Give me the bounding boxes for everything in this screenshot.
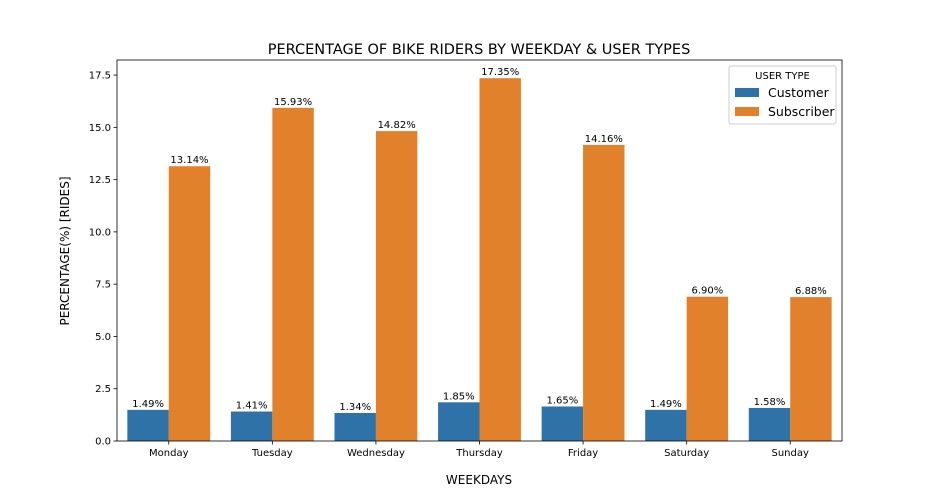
y-tick-label-1: 2.5 bbox=[95, 384, 111, 395]
legend-swatch-subscriber bbox=[735, 107, 759, 116]
x-tick-label-saturday: Saturday bbox=[664, 448, 709, 459]
y-tick-label-5: 12.5 bbox=[89, 175, 111, 186]
data-label-subscriber-monday: 13.14% bbox=[170, 155, 208, 166]
data-label-customer-monday: 1.49% bbox=[132, 399, 164, 410]
y-tick-label-6: 15.0 bbox=[89, 123, 111, 134]
y-tick-label-3: 7.5 bbox=[95, 280, 111, 291]
data-label-subscriber-sunday: 6.88% bbox=[795, 286, 827, 297]
data-label-customer-tuesday: 1.41% bbox=[236, 401, 268, 412]
axes-layer: Monday Tuesday Wednesday Thursday Friday Satu… bbox=[89, 59, 843, 459]
bar-subscriber-saturday bbox=[686, 296, 729, 441]
plot-frame bbox=[116, 59, 843, 442]
data-label-customer-wednesday: 1.34% bbox=[339, 402, 371, 413]
legend: USER TYPE Customer Subscriber bbox=[728, 65, 837, 125]
y-tick-label-4: 10.0 bbox=[89, 227, 111, 238]
y-tick-label-0: 0.0 bbox=[95, 437, 111, 448]
data-label-subscriber-saturday: 6.90% bbox=[691, 286, 723, 297]
data-label-subscriber-thursday: 17.35% bbox=[481, 67, 519, 78]
data-labels-layer: 1.49% 13.14% 1.41% 15.93% 1.34% 14.82% 1.85% 17… bbox=[132, 67, 827, 413]
bar-subscriber-thursday bbox=[479, 78, 521, 441]
y-tick-label-2: 5.0 bbox=[95, 332, 111, 343]
bar-customer-wednesday bbox=[334, 412, 376, 441]
x-tick-label-monday: Monday bbox=[149, 448, 189, 459]
bar-customer-sunday bbox=[748, 407, 791, 441]
y-axis-title: PERCENTAGE(%) [RIDES] bbox=[58, 176, 72, 325]
bar-subscriber-sunday bbox=[790, 297, 832, 441]
bar-customer-tuesday bbox=[230, 411, 273, 441]
x-tick-label-sunday: Sunday bbox=[771, 448, 808, 459]
bar-customer-monday bbox=[127, 409, 169, 441]
legend-title: USER TYPE bbox=[755, 71, 810, 82]
legend-label-customer: Customer bbox=[768, 85, 830, 100]
bar-subscriber-tuesday bbox=[272, 107, 314, 441]
x-tick-label-tuesday: Tuesday bbox=[251, 448, 293, 459]
x-tick-label-wednesday: Wednesday bbox=[347, 448, 405, 459]
data-label-subscriber-tuesday: 15.93% bbox=[274, 97, 312, 108]
bar-subscriber-wednesday bbox=[375, 131, 418, 441]
data-label-customer-sunday: 1.58% bbox=[754, 397, 786, 408]
bar-customer-friday bbox=[541, 406, 584, 441]
x-tick-label-thursday: Thursday bbox=[455, 448, 503, 459]
legend-swatch-customer bbox=[735, 88, 759, 97]
bar-subscriber-monday bbox=[168, 166, 211, 442]
bar-customer-saturday bbox=[645, 409, 687, 441]
bar-customer-thursday bbox=[438, 402, 480, 441]
data-label-customer-friday: 1.65% bbox=[546, 396, 578, 407]
data-label-subscriber-wednesday: 14.82% bbox=[378, 120, 416, 131]
legend-label-subscriber: Subscriber bbox=[768, 104, 835, 119]
data-label-customer-saturday: 1.49% bbox=[650, 399, 682, 410]
chart-title: PERCENTAGE OF BIKE RIDERS BY WEEKDAY & U… bbox=[268, 42, 691, 58]
data-label-customer-thursday: 1.85% bbox=[443, 391, 475, 402]
x-axis-title: WEEKDAYS bbox=[446, 473, 512, 487]
bar-subscriber-friday bbox=[583, 144, 625, 441]
bars-layer bbox=[127, 78, 832, 442]
x-tick-label-friday: Friday bbox=[568, 448, 598, 459]
y-tick-label-7: 17.5 bbox=[89, 71, 111, 82]
data-label-subscriber-friday: 14.16% bbox=[585, 134, 623, 145]
